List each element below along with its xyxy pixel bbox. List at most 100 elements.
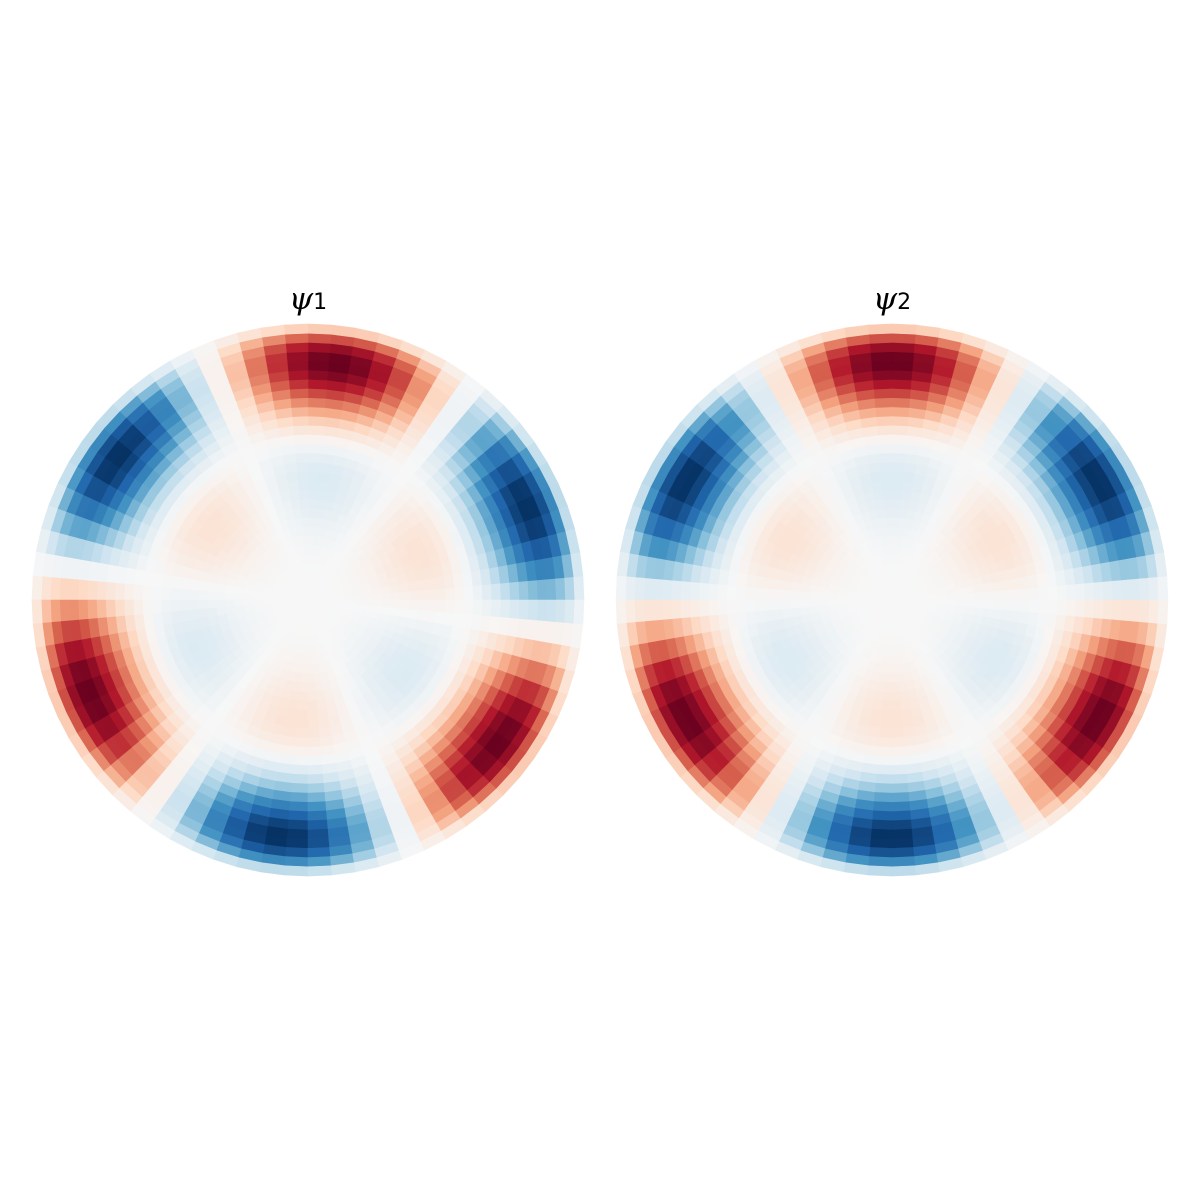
heatmap-cell [919,599,930,604]
heatmap-cell [1084,599,1095,618]
heatmap-cell [344,599,355,605]
heatmap-cell [891,847,915,858]
heatmap-cell [885,663,893,674]
heatmap-cell [874,690,885,702]
heatmap-cell [891,461,905,473]
heatmap-cell [877,672,886,683]
heatmap-cell [425,577,437,590]
heatmap-cell [716,584,728,601]
heatmap-cell [286,351,309,363]
heatmap-cell [891,332,916,344]
heatmap-cell [307,342,331,353]
heatmap-cell [1074,599,1086,618]
heatmap-cell [288,810,309,822]
heatmap-cell [1010,588,1022,601]
heatmap-cell [290,782,309,794]
heatmap-cell [307,562,312,573]
heatmap-cell [381,592,392,601]
heatmap-cell [285,847,309,858]
heatmap-cell [307,332,332,344]
heatmap-cell [371,599,382,607]
heatmap-cell [873,801,893,812]
heatmap-cell [298,691,309,702]
heatmap-cell [307,801,327,812]
heatmap-cell [307,434,323,445]
heatmap-cell [974,599,985,609]
heatmap-cell [867,323,893,335]
heatmap-cell [1102,580,1114,601]
heatmap-cell [884,673,893,684]
heatmap-cell [300,516,309,527]
heatmap-cell [307,535,314,546]
heatmap-cell [215,591,226,601]
heatmap-cell [772,599,783,611]
heatmap-cell [1157,575,1169,601]
heatmap-cell [991,608,1003,620]
heatmap-cell [408,599,419,610]
heatmap-cell [291,681,302,692]
heatmap-cell [878,737,893,748]
heatmap-cell [509,599,520,619]
heatmap-cell [891,553,897,564]
heatmap-cell [285,717,298,729]
heatmap-cell [307,406,326,418]
heatmap-cell [698,599,710,618]
heatmap-cell [1001,589,1012,601]
heatmap-cell [891,691,902,702]
heatmap-cell [295,727,309,739]
heatmap-cell [68,578,80,601]
heatmap-cell [390,591,401,601]
heatmap-cell [287,369,309,381]
heatmap-cell [179,577,191,590]
heatmap-cell [1056,584,1068,601]
heatmap-cell [224,592,235,601]
heatmap-cell [992,599,1003,610]
heatmap-cell [878,452,893,463]
heatmap-cell [417,599,428,611]
heatmap-cell [294,443,309,454]
heatmap-cell [891,397,910,408]
heatmap-cell [298,489,309,500]
heatmap-cell [286,828,309,840]
heatmap-cell [132,599,144,616]
heatmap-cell [216,583,227,594]
heatmap-cell [891,865,917,877]
heatmap-cell [726,585,737,601]
heatmap-cell [902,471,915,483]
heatmap-cell [880,718,893,730]
heatmap-cell [1047,599,1058,615]
heatmap-cell [300,673,309,684]
heatmap-cell [390,599,401,609]
heatmap-cell [888,627,893,638]
heatmap-cell [1019,587,1031,601]
heatmap-cell [878,663,887,674]
heatmap-cell [881,480,893,491]
heatmap-cell [307,746,322,757]
heatmap-cell [872,378,893,390]
heatmap-cell [295,461,309,473]
heatmap-cell [1157,599,1169,625]
title-subscript: 2 [897,290,911,315]
heatmap-cell [937,599,948,606]
heatmap-cell [307,782,326,794]
heatmap-cell [689,599,700,618]
heatmap-cell [882,691,893,702]
heatmap-cell [287,819,309,831]
heatmap-cell [509,581,520,601]
heatmap-cell [307,682,317,693]
heatmap-cell [891,434,907,445]
heatmap-cell [297,480,309,491]
heatmap-cell [891,489,902,500]
heatmap-cell [874,406,893,418]
heatmap-cell [318,717,331,729]
heatmap-cell [294,452,309,463]
heatmap-cell [234,593,245,601]
heatmap-cell [545,599,557,622]
heatmap-cell [307,470,320,482]
heatmap-cell [1111,599,1123,621]
heatmap-cell [902,717,915,729]
heatmap-cell [1084,582,1095,601]
heatmap-cell [527,579,539,601]
heatmap-cell [900,489,912,501]
